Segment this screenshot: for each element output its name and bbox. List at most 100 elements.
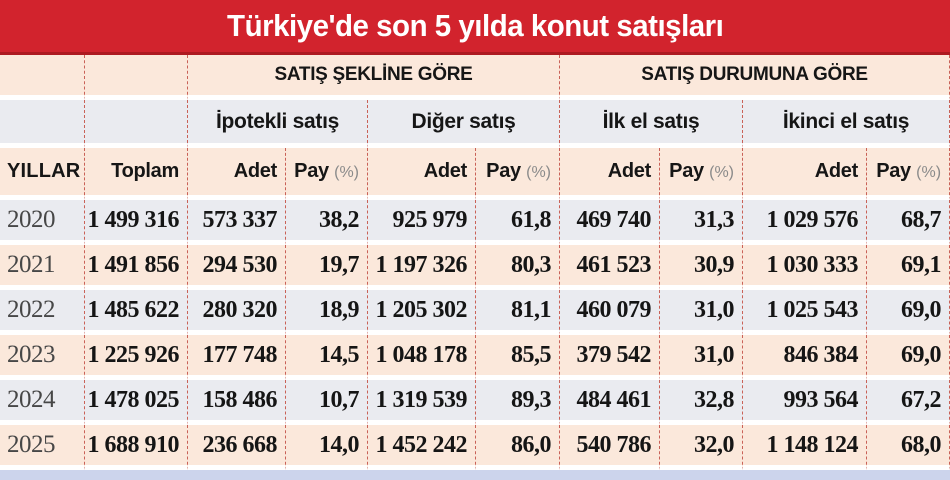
blank-cell	[85, 100, 188, 148]
pay-label: Pay	[294, 160, 329, 182]
mortgaged-count-cell: 573 337	[188, 200, 286, 245]
second-hand-count-cell: 846 384	[743, 335, 867, 380]
pay-unit-label: (%)	[709, 164, 734, 181]
other-count-cell: 1 205 302	[368, 290, 476, 335]
second-hand-count-cell: 1 029 576	[743, 200, 867, 245]
other-count-cell: 1 197 326	[368, 245, 476, 290]
year-cell: 2024	[0, 380, 85, 425]
second-hand-count-cell: 1 025 543	[743, 290, 867, 335]
col-header-years: YILLAR	[0, 148, 85, 200]
other-count-cell: 1 319 539	[368, 380, 476, 425]
first-hand-count-cell: 461 523	[560, 245, 660, 290]
year-cell: 2022	[0, 290, 85, 335]
second-hand-share-cell: 69,1	[867, 245, 950, 290]
first-hand-share-cell: 31,0	[660, 335, 743, 380]
pay-unit-label: (%)	[334, 164, 359, 181]
mortgaged-share-cell: 14,5	[286, 335, 368, 380]
table-head-rows: SATIŞ ŞEKLİNE GÖRE SATIŞ DURUMUNA GÖRE İ…	[0, 55, 950, 200]
second-hand-count-cell: 1 148 124	[743, 425, 867, 470]
second-hand-share-cell: 68,7	[867, 200, 950, 245]
mortgaged-count-cell: 280 320	[188, 290, 286, 335]
housing-sales-table: SATIŞ ŞEKLİNE GÖRE SATIŞ DURUMUNA GÖRE İ…	[0, 55, 950, 470]
other-share-cell: 61,8	[476, 200, 560, 245]
first-hand-count-cell: 484 461	[560, 380, 660, 425]
second-hand-count-cell: 1 030 333	[743, 245, 867, 290]
first-hand-share-cell: 31,0	[660, 290, 743, 335]
total-cell: 1 485 622	[85, 290, 188, 335]
total-cell: 1 225 926	[85, 335, 188, 380]
pay-unit-label: (%)	[916, 164, 942, 181]
other-share-cell: 89,3	[476, 380, 560, 425]
col-header-total: Toplam	[85, 148, 188, 200]
table-body: 2020 1 499 316 573 337 38,2 925 979 61,8…	[0, 200, 950, 470]
subheader-other-sale: Diğer satış	[368, 100, 560, 148]
year-cell: 2020	[0, 200, 85, 245]
first-hand-share-cell: 31,3	[660, 200, 743, 245]
col-header-adet: Adet	[743, 148, 867, 200]
table-row: 2025 1 688 910 236 668 14,0 1 452 242 86…	[0, 425, 950, 470]
title-bar: Türkiye'de son 5 yılda konut satışları	[0, 0, 950, 55]
pay-label: Pay	[669, 160, 704, 182]
year-cell: 2021	[0, 245, 85, 290]
other-count-cell: 925 979	[368, 200, 476, 245]
mortgaged-share-cell: 10,7	[286, 380, 368, 425]
col-header-pay: Pay (%)	[867, 148, 950, 200]
mortgaged-share-cell: 18,9	[286, 290, 368, 335]
pay-unit-label: (%)	[526, 164, 551, 181]
table-row: 2022 1 485 622 280 320 18,9 1 205 302 81…	[0, 290, 950, 335]
first-hand-count-cell: 540 786	[560, 425, 660, 470]
subgroup-header-row: İpotekli satış Diğer satış İlk el satış …	[0, 100, 950, 148]
mortgaged-count-cell: 294 530	[188, 245, 286, 290]
other-count-cell: 1 452 242	[368, 425, 476, 470]
pay-label: Pay	[876, 160, 911, 182]
second-hand-share-cell: 69,0	[867, 335, 950, 380]
subheader-first-hand-sale: İlk el satış	[560, 100, 743, 148]
group-header-row: SATIŞ ŞEKLİNE GÖRE SATIŞ DURUMUNA GÖRE	[0, 55, 950, 100]
group-header-sale-status: SATIŞ DURUMUNA GÖRE	[560, 55, 950, 100]
blank-cell	[85, 55, 188, 100]
total-cell: 1 491 856	[85, 245, 188, 290]
group-header-sale-type: SATIŞ ŞEKLİNE GÖRE	[188, 55, 560, 100]
first-hand-count-cell: 379 542	[560, 335, 660, 380]
first-hand-share-cell: 32,0	[660, 425, 743, 470]
first-hand-share-cell: 32,8	[660, 380, 743, 425]
blank-cell	[0, 55, 85, 100]
other-share-cell: 80,3	[476, 245, 560, 290]
mortgaged-count-cell: 177 748	[188, 335, 286, 380]
col-header-adet: Adet	[560, 148, 660, 200]
second-hand-share-cell: 68,0	[867, 425, 950, 470]
other-share-cell: 85,5	[476, 335, 560, 380]
mortgaged-share-cell: 14,0	[286, 425, 368, 470]
mortgaged-share-cell: 38,2	[286, 200, 368, 245]
blank-cell	[0, 100, 85, 148]
pay-label: Pay	[486, 160, 521, 182]
other-share-cell: 86,0	[476, 425, 560, 470]
subheader-second-hand-sale: İkinci el satış	[743, 100, 950, 148]
year-cell: 2023	[0, 335, 85, 380]
column-header-row: YILLAR Toplam Adet Pay (%) Adet Pay (%) …	[0, 148, 950, 200]
year-cell: 2025	[0, 425, 85, 470]
mortgaged-count-cell: 158 486	[188, 380, 286, 425]
subheader-mortgaged-sale: İpotekli satış	[188, 100, 368, 148]
col-header-pay: Pay (%)	[476, 148, 560, 200]
other-share-cell: 81,1	[476, 290, 560, 335]
mortgaged-count-cell: 236 668	[188, 425, 286, 470]
bottom-strip	[0, 470, 950, 480]
table-row: 2021 1 491 856 294 530 19,7 1 197 326 80…	[0, 245, 950, 290]
second-hand-count-cell: 993 564	[743, 380, 867, 425]
total-cell: 1 499 316	[85, 200, 188, 245]
first-hand-count-cell: 469 740	[560, 200, 660, 245]
first-hand-count-cell: 460 079	[560, 290, 660, 335]
page-title: Türkiye'de son 5 yılda konut satışları	[226, 8, 724, 43]
table-row: 2023 1 225 926 177 748 14,5 1 048 178 85…	[0, 335, 950, 380]
mortgaged-share-cell: 19,7	[286, 245, 368, 290]
second-hand-share-cell: 69,0	[867, 290, 950, 335]
total-cell: 1 688 910	[85, 425, 188, 470]
second-hand-share-cell: 67,2	[867, 380, 950, 425]
col-header-pay: Pay (%)	[286, 148, 368, 200]
other-count-cell: 1 048 178	[368, 335, 476, 380]
first-hand-share-cell: 30,9	[660, 245, 743, 290]
col-header-adet: Adet	[368, 148, 476, 200]
table-row: 2024 1 478 025 158 486 10,7 1 319 539 89…	[0, 380, 950, 425]
